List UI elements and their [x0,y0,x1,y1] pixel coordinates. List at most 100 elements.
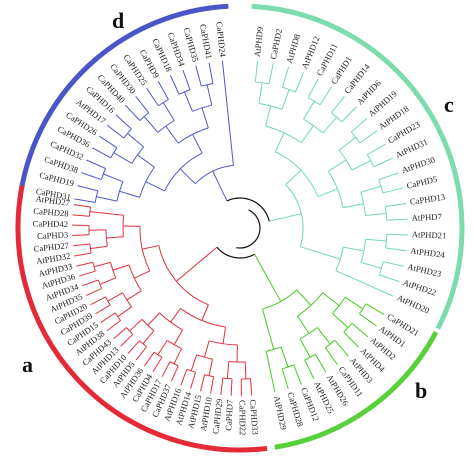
leaf-label: CaPHD29 [210,398,224,434]
branch [100,312,116,323]
branch-arc [88,206,91,217]
clade-letter-c: c [444,92,454,117]
branch-arc [338,149,353,171]
branch [365,212,387,216]
branch [117,306,132,318]
branch [282,67,290,88]
branch [195,65,202,87]
leaf-label: AtPHD20 [396,292,431,315]
branch [304,359,315,380]
tree-branches [72,60,408,396]
branch [359,313,377,327]
branch [146,88,159,107]
branch-arc [100,168,107,180]
branch [106,236,124,239]
branch-arc [139,226,151,272]
branch [280,346,289,368]
branch [367,143,386,155]
branch-arc [122,215,125,237]
leaf-label: AtPHD7 [411,211,442,223]
leaf-label: CaPHD33 [248,399,260,435]
branch [142,330,155,345]
branch-arc [159,312,183,331]
branch [343,331,359,348]
branch [222,326,227,344]
branch [120,333,134,347]
branch-arc [266,346,282,352]
branch-arc [158,99,169,107]
leaf-label: CaPHD13 [409,192,445,207]
branch [170,308,181,323]
branch [127,340,140,354]
leaf-label: CaPHD27 [33,240,70,254]
branch-arc [139,340,147,348]
branch [317,188,338,198]
branch [125,104,141,121]
branch [72,243,90,247]
clade-root-branch [269,213,302,222]
branch [342,203,364,209]
branch [182,69,191,90]
leaf-label: AtPHD27 [35,193,71,208]
branch-arc [123,128,132,139]
clade-arc-c [251,3,465,330]
branch [170,365,179,382]
leaf-label: AtPHD30 [400,154,436,175]
branch [96,196,118,202]
leaf-label: CaPHD7 [223,399,235,431]
branch [383,261,404,267]
branch [328,159,347,172]
branch [319,86,332,105]
branch [184,91,193,112]
branch [115,114,132,130]
branch [351,322,369,338]
branch-arc [126,327,134,335]
branch-arc [384,206,388,221]
branch [73,204,91,208]
branch [250,378,253,396]
branch [297,315,310,334]
leaf-labels: CaPHD31CaPHD19CaPHD38CaPHD32CaPHD36CaPHD… [33,21,447,435]
branch [93,261,111,268]
branch [307,78,319,98]
branch [295,72,304,93]
branch [106,124,125,139]
branch [157,80,169,100]
branch [230,378,233,396]
branch [221,60,234,166]
branch [86,159,106,169]
branch [179,168,196,185]
branch [300,125,314,144]
branch [142,245,159,250]
branch [107,292,123,302]
branch-arc [299,327,318,340]
branch [161,361,171,378]
clade-arc-a [15,185,268,453]
branch-arc [177,127,209,144]
branch [165,125,179,144]
branch [77,185,98,192]
branch [157,340,168,356]
branch [330,96,345,114]
branch-arc [122,292,132,307]
branch [173,348,182,365]
branch-arc [360,192,366,216]
branch [145,181,165,192]
branch-arc [222,377,233,380]
branch [385,247,407,252]
clade-root-branch [212,170,228,202]
leaf-label: AtPHD22 [402,277,438,297]
leaf-label: CaPHD42 [33,218,69,229]
branch [173,329,183,345]
branch [190,372,197,389]
branch [386,218,408,221]
branch [385,202,407,208]
branch [379,274,400,283]
branch [293,364,302,385]
branch [281,368,289,390]
branch [338,136,356,151]
branch-arc [116,181,124,202]
leaf-label: CaPHD41 [198,23,214,60]
branch [343,246,364,252]
branch [76,261,94,267]
